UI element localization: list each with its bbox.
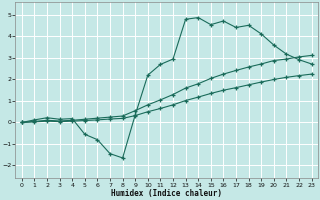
- X-axis label: Humidex (Indice chaleur): Humidex (Indice chaleur): [111, 189, 222, 198]
